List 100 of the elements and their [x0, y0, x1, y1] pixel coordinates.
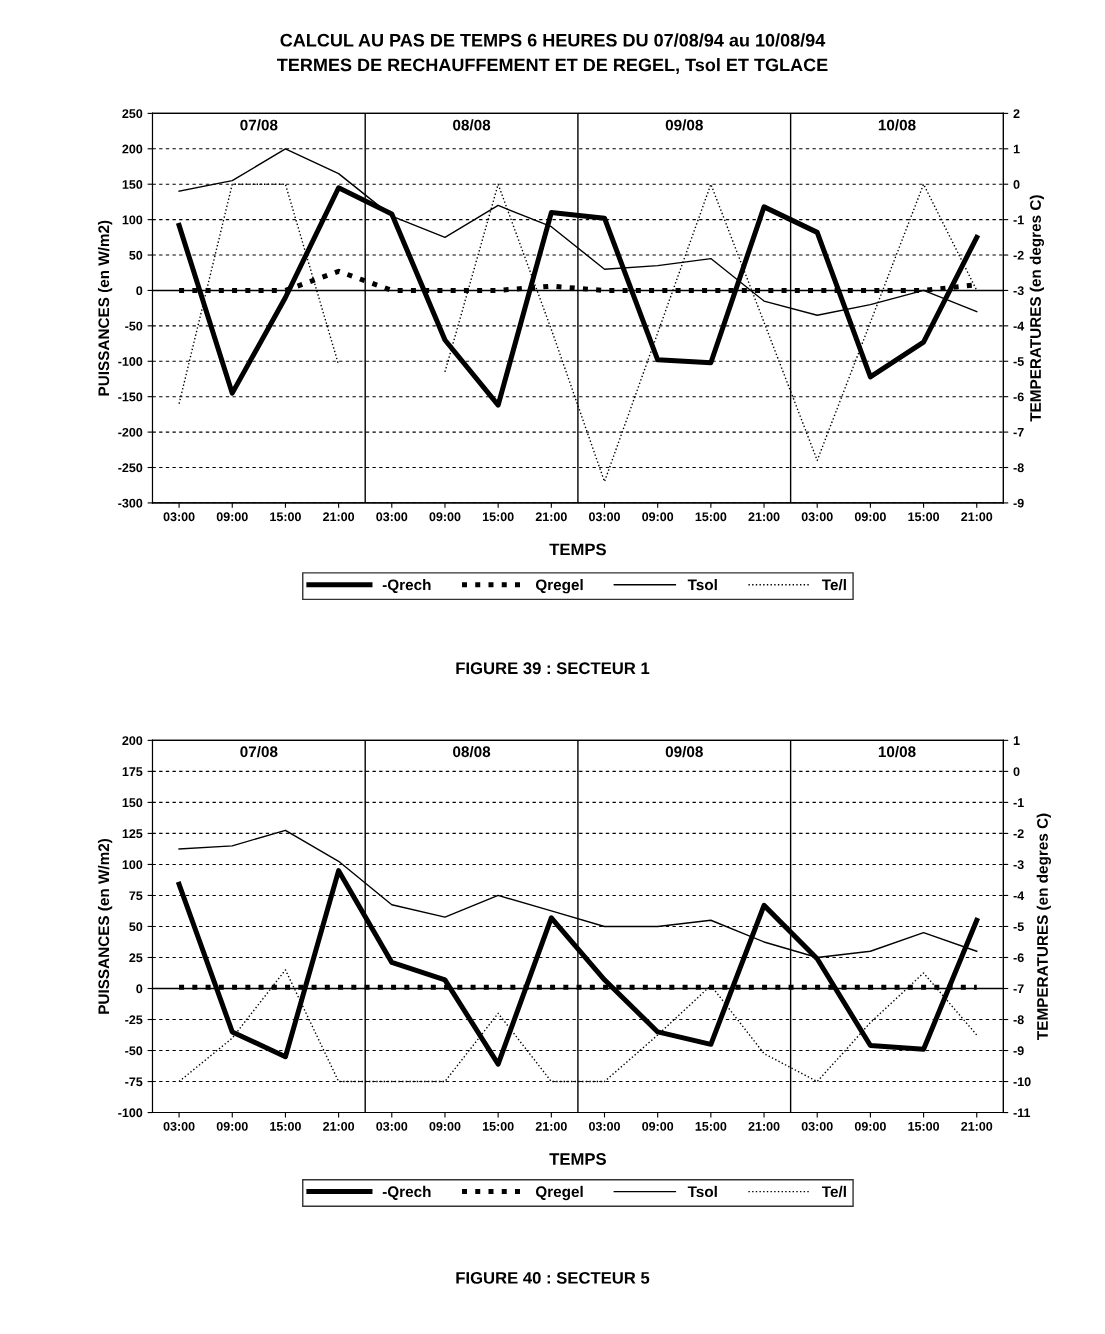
y2-tick-label: -4	[1013, 321, 1025, 331]
y2-tick-label: -11	[1013, 1108, 1031, 1118]
y-tick-label: 125	[122, 829, 143, 839]
x-tick-label: 09:00	[216, 512, 248, 522]
x-tick-label: 15:00	[695, 512, 727, 522]
y2-tick-label: -8	[1013, 1015, 1024, 1025]
x-tick-label: 15:00	[270, 1121, 301, 1131]
y-tick-label: 250	[122, 109, 143, 119]
x-tick-label: 09:00	[854, 1121, 886, 1131]
x-tick-label: 03:00	[801, 512, 833, 522]
y-tick-label: -25	[125, 1015, 143, 1025]
x-tick-label: 09:00	[642, 512, 674, 522]
x-axis-title: TEMPS	[549, 543, 606, 556]
x-tick-label: 15:00	[908, 1121, 940, 1131]
y2-tick-label: -2	[1013, 829, 1024, 838]
annotation: 10/08	[878, 745, 916, 758]
y-tick-label: -100	[118, 1108, 143, 1118]
legend-label: Te/l	[821, 578, 846, 591]
y2-tick-label: -9	[1013, 498, 1024, 508]
x-tick-label: 09:00	[642, 1121, 674, 1131]
y2-tick-label: -4	[1013, 891, 1025, 900]
x-tick-label: 21:00	[961, 1121, 993, 1131]
y-tick-label: -250	[118, 463, 143, 473]
x-tick-label: 03:00	[163, 1121, 195, 1131]
y-tick-label: 100	[122, 860, 143, 870]
y2-axis-title: TEMPERATURES (en degres C)	[1036, 813, 1051, 1040]
y-tick-label: -100	[118, 357, 143, 366]
y2-axis-title: TEMPERATURES (en degres C)	[1029, 195, 1045, 422]
x-tick-label: 03:00	[801, 1121, 833, 1131]
y2-tick-label: -1	[1013, 798, 1024, 807]
x-tick-label: 21:00	[748, 512, 780, 522]
x-tick-label: 03:00	[589, 512, 620, 522]
y-tick-label: -50	[125, 321, 143, 331]
x-tick-label: 21:00	[323, 1121, 355, 1131]
y-axis-title: PUISSANCES (en W/m2)	[97, 838, 113, 1014]
x-tick-label: 21:00	[961, 512, 993, 522]
x-tick-label: 21:00	[535, 1121, 567, 1131]
y-tick-label: 100	[122, 215, 143, 225]
y-tick-label: 50	[129, 250, 143, 260]
y2-tick-label: -3	[1013, 860, 1024, 870]
y-tick-label: 0	[136, 984, 143, 994]
caption: FIGURE 39 : SECTEUR 1	[456, 662, 650, 675]
legend-label: Te/l	[821, 1185, 846, 1198]
x-tick-label: 03:00	[589, 1121, 620, 1131]
legend-label: -Qrech	[382, 1185, 431, 1200]
y2-tick-label: -5	[1013, 922, 1024, 932]
y2-tick-label: 2	[1013, 109, 1020, 118]
y2-tick-label: -2	[1013, 250, 1024, 260]
y2-tick-label: -5	[1013, 357, 1024, 366]
y2-tick-label: -9	[1013, 1046, 1024, 1056]
y2-tick-label: -1	[1013, 215, 1024, 225]
y-tick-label: 200	[122, 144, 143, 154]
y2-tick-label: -3	[1013, 286, 1024, 296]
x-tick-label: 15:00	[482, 1121, 514, 1131]
x-tick-label: 21:00	[323, 512, 355, 522]
annotation: 08/08	[453, 119, 491, 131]
x-tick-label: 03:00	[163, 512, 195, 522]
chart-title: CALCUL AU PAS DE TEMPS 6 HEURES DU 07/08/94 au 10/08/94 TERMES DE RECHAUFFEMENT ET DE REGEL, Tsol ET TGLACE	[277, 33, 828, 74]
y-tick-label: 75	[129, 891, 143, 901]
legend-label: -Qrech	[382, 578, 431, 594]
y2-tick-label: 1	[1013, 144, 1020, 154]
x-tick-label: 09:00	[429, 1121, 461, 1131]
y-tick-label: 0	[136, 286, 143, 296]
annotation: 10/08	[878, 119, 916, 131]
y2-tick-label: -6	[1013, 953, 1024, 963]
annotation: 07/08	[240, 745, 278, 758]
y2-tick-label: -7	[1013, 984, 1024, 994]
y-tick-label: -300	[118, 498, 143, 508]
y-tick-label: -200	[118, 427, 143, 437]
x-tick-label: 15:00	[695, 1121, 727, 1131]
annotation: 08/08	[453, 745, 491, 758]
y-axis-title: PUISSANCES (en W/m2)	[97, 220, 113, 396]
x-tick-label: 15:00	[482, 512, 514, 522]
x-axis-title: TEMPS	[549, 1153, 606, 1165]
y-tick-label: 150	[122, 798, 143, 808]
y2-tick-label: -10	[1013, 1077, 1031, 1087]
y-tick-label: 50	[129, 922, 143, 932]
legend-label: Tsol	[687, 1185, 717, 1198]
y-tick-label: 150	[122, 180, 143, 189]
x-tick-label: 09:00	[429, 512, 461, 522]
annotation: 09/08	[665, 119, 703, 131]
x-tick-label: 21:00	[748, 1121, 780, 1131]
x-tick-label: 09:00	[854, 512, 886, 522]
annotation: 07/08	[240, 119, 278, 131]
x-tick-label: 21:00	[535, 512, 567, 522]
y-tick-label: -75	[125, 1077, 143, 1087]
y2-tick-label: -7	[1013, 428, 1024, 437]
x-tick-label: 03:00	[376, 1121, 408, 1131]
legend-label: Tsol	[687, 578, 717, 591]
y-tick-label: 175	[122, 767, 143, 777]
caption: FIGURE 40 : SECTEUR 5	[456, 1271, 650, 1284]
legend-label: Qregel	[535, 578, 583, 594]
y2-tick-label: 1	[1013, 736, 1020, 745]
y-tick-label: 200	[122, 736, 143, 746]
y-tick-label: -150	[118, 392, 143, 402]
y-tick-label: -50	[125, 1046, 143, 1056]
legend-label: Qregel	[535, 1185, 583, 1201]
x-tick-label: 15:00	[908, 512, 940, 522]
x-tick-label: 09:00	[216, 1121, 248, 1131]
y2-tick-label: 0	[1013, 767, 1020, 777]
